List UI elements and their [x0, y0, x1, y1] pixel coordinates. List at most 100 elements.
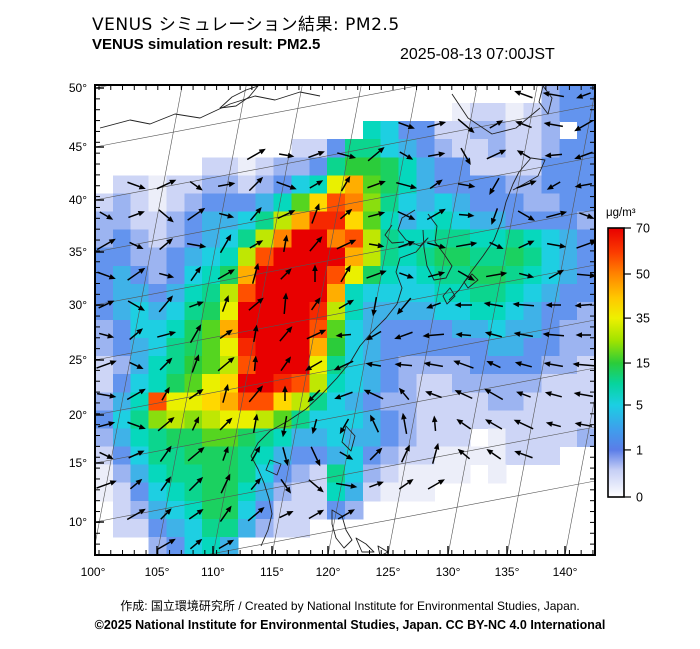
wind-arrow	[279, 510, 294, 519]
wind-arrow	[308, 479, 324, 493]
wind-arrow	[159, 238, 174, 251]
wind-arrow	[427, 121, 447, 128]
wind-arrow	[519, 272, 535, 279]
wind-arrow	[542, 91, 564, 98]
wind-arrow	[394, 361, 413, 368]
wind-arrow	[308, 151, 325, 159]
wind-arrow	[431, 415, 438, 432]
wind-arrow	[127, 267, 146, 281]
colorbar-tick-label: 35	[636, 312, 650, 326]
wind-arrow	[337, 152, 357, 159]
wind-arrow	[96, 392, 117, 399]
wind-arrow	[576, 92, 591, 99]
wind-arrow	[188, 476, 204, 492]
wind-arrow	[249, 206, 262, 221]
wind-arrow	[127, 421, 146, 430]
wind-arrow	[159, 272, 175, 279]
wind-arrow	[99, 451, 114, 460]
wind-arrow	[363, 389, 384, 400]
wind-arrow	[491, 208, 499, 225]
wind-arrow	[427, 242, 447, 249]
wind-arrow	[307, 389, 321, 403]
wind-arrow	[191, 354, 200, 373]
credit-line: 作成: 国立環境研究所 / Created by National Instit…	[120, 599, 580, 613]
wind-arrow	[251, 262, 260, 284]
wind-arrow	[308, 509, 325, 520]
wind-arrow	[189, 324, 202, 344]
wind-arrow	[129, 478, 143, 490]
wind-arrow	[160, 476, 172, 492]
wind-arrow	[460, 147, 471, 165]
wind-arrow	[252, 355, 259, 372]
wind-arrow	[282, 234, 289, 253]
wind-arrow	[128, 450, 145, 459]
colorbar: 70 50 35 15 5 1 0 μg/m³	[606, 207, 650, 505]
wind-arrow	[458, 212, 475, 219]
wind-arrow	[129, 361, 144, 370]
wind-arrow	[217, 356, 235, 372]
wind-arrow	[544, 152, 563, 159]
wind-arrow	[159, 445, 172, 462]
wind-arrow	[514, 361, 532, 368]
wind-arrow	[189, 538, 203, 550]
wind-arrow	[187, 446, 205, 462]
wind-arrow	[426, 208, 446, 221]
wind-arrow	[218, 539, 235, 550]
wind-arrow	[282, 292, 289, 315]
wind-arrow	[126, 388, 146, 401]
colorbar-units-label: μg/m³	[606, 207, 636, 219]
wind-arrow	[457, 118, 475, 134]
colorbar-tick-label: 15	[636, 357, 650, 371]
wind-arrow	[367, 146, 385, 162]
wind-arrow	[249, 240, 264, 249]
wind-arrow	[280, 478, 292, 494]
wind-arrow	[127, 181, 146, 190]
wind-arrow	[398, 121, 415, 129]
wind-vectors	[96, 90, 595, 551]
wind-arrow	[428, 271, 446, 278]
wind-arrow	[368, 242, 385, 249]
wind-arrow	[456, 241, 478, 248]
wind-arrow	[575, 332, 591, 338]
wind-arrow	[425, 391, 442, 399]
wind-arrow	[222, 383, 229, 403]
wind-arrow	[250, 477, 262, 491]
wind-arrow	[514, 450, 533, 459]
x-tick-label: 120°	[316, 565, 341, 579]
wind-arrow	[252, 413, 259, 434]
wind-arrow	[219, 505, 232, 522]
wind-arrow	[429, 179, 443, 190]
wind-arrow	[483, 301, 504, 308]
wind-arrow	[96, 360, 117, 369]
wind-arrow	[542, 331, 565, 338]
wind-arrow	[518, 240, 535, 249]
wind-arrow	[399, 151, 414, 160]
wind-arrow	[248, 297, 264, 311]
wind-arrow	[486, 149, 507, 160]
wind-arrow	[311, 419, 318, 435]
wind-arrow	[365, 330, 382, 341]
wind-arrow	[247, 506, 265, 522]
wind-arrow	[366, 270, 387, 279]
y-tick-label: 40°	[69, 193, 87, 207]
wind-arrow	[189, 301, 204, 308]
wind-arrow	[457, 270, 475, 281]
wind-arrow	[96, 238, 116, 251]
wind-arrow	[486, 271, 508, 278]
wind-arrow	[516, 391, 531, 398]
wind-arrow	[454, 302, 472, 308]
page-title-japanese: VENUS シミュレーション結果: PM2.5	[92, 15, 400, 35]
wind-arrow	[161, 386, 170, 401]
wind-arrow	[158, 209, 174, 223]
wind-arrow	[546, 242, 567, 249]
wind-arrow	[219, 212, 235, 219]
wind-arrow	[219, 329, 233, 340]
wind-arrow	[305, 360, 323, 371]
x-tick-label: 135°	[495, 565, 520, 579]
wind-arrow	[457, 448, 471, 460]
wind-arrow	[128, 211, 145, 219]
wind-arrow	[338, 299, 355, 310]
wind-arrow	[188, 508, 204, 520]
colorbar-tick-label: 70	[636, 222, 650, 236]
